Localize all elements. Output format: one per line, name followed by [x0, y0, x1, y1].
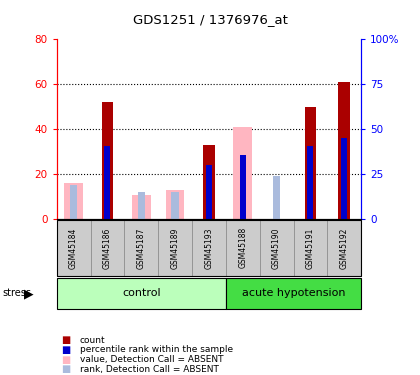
Text: ▶: ▶ — [24, 287, 33, 300]
Text: GSM45193: GSM45193 — [205, 227, 213, 268]
Text: GSM45186: GSM45186 — [103, 227, 112, 268]
Bar — [105, 146, 110, 219]
Bar — [91, 220, 124, 276]
Text: acute hypotension: acute hypotension — [242, 288, 345, 298]
Bar — [203, 145, 215, 219]
Bar — [226, 220, 260, 276]
Text: GDS1251 / 1376976_at: GDS1251 / 1376976_at — [133, 13, 287, 26]
Bar — [294, 220, 327, 276]
Bar — [64, 183, 83, 219]
Bar — [339, 82, 350, 219]
Text: GSM45191: GSM45191 — [306, 227, 315, 268]
Text: GSM45184: GSM45184 — [69, 227, 78, 268]
Bar — [57, 278, 226, 309]
Bar — [240, 154, 246, 219]
Text: ■: ■ — [61, 364, 70, 374]
Bar — [206, 165, 212, 219]
Text: percentile rank within the sample: percentile rank within the sample — [80, 345, 233, 354]
Bar — [192, 220, 226, 276]
Text: value, Detection Call = ABSENT: value, Detection Call = ABSENT — [80, 355, 223, 364]
Bar — [260, 220, 294, 276]
Bar — [304, 107, 316, 219]
Text: count: count — [80, 336, 105, 345]
Bar — [102, 102, 113, 219]
Bar — [273, 176, 280, 219]
Bar — [57, 220, 91, 276]
Bar — [307, 146, 313, 219]
Bar — [234, 127, 252, 219]
Bar — [158, 220, 192, 276]
Bar — [341, 138, 347, 219]
Bar — [124, 220, 158, 276]
Text: control: control — [122, 288, 160, 298]
Text: ■: ■ — [61, 345, 70, 355]
Text: GSM45189: GSM45189 — [171, 227, 180, 268]
Bar — [171, 192, 179, 219]
Text: GSM45192: GSM45192 — [340, 227, 349, 268]
Text: GSM45190: GSM45190 — [272, 227, 281, 268]
Bar — [70, 185, 77, 219]
Text: stress: stress — [2, 288, 31, 298]
Bar — [327, 220, 361, 276]
Text: GSM45188: GSM45188 — [238, 227, 247, 268]
Text: ■: ■ — [61, 335, 70, 345]
Bar — [132, 195, 151, 219]
Bar — [166, 190, 184, 219]
Bar — [138, 192, 145, 219]
Text: rank, Detection Call = ABSENT: rank, Detection Call = ABSENT — [80, 365, 219, 374]
Bar — [226, 278, 361, 309]
Text: ■: ■ — [61, 355, 70, 364]
Text: GSM45187: GSM45187 — [137, 227, 146, 268]
